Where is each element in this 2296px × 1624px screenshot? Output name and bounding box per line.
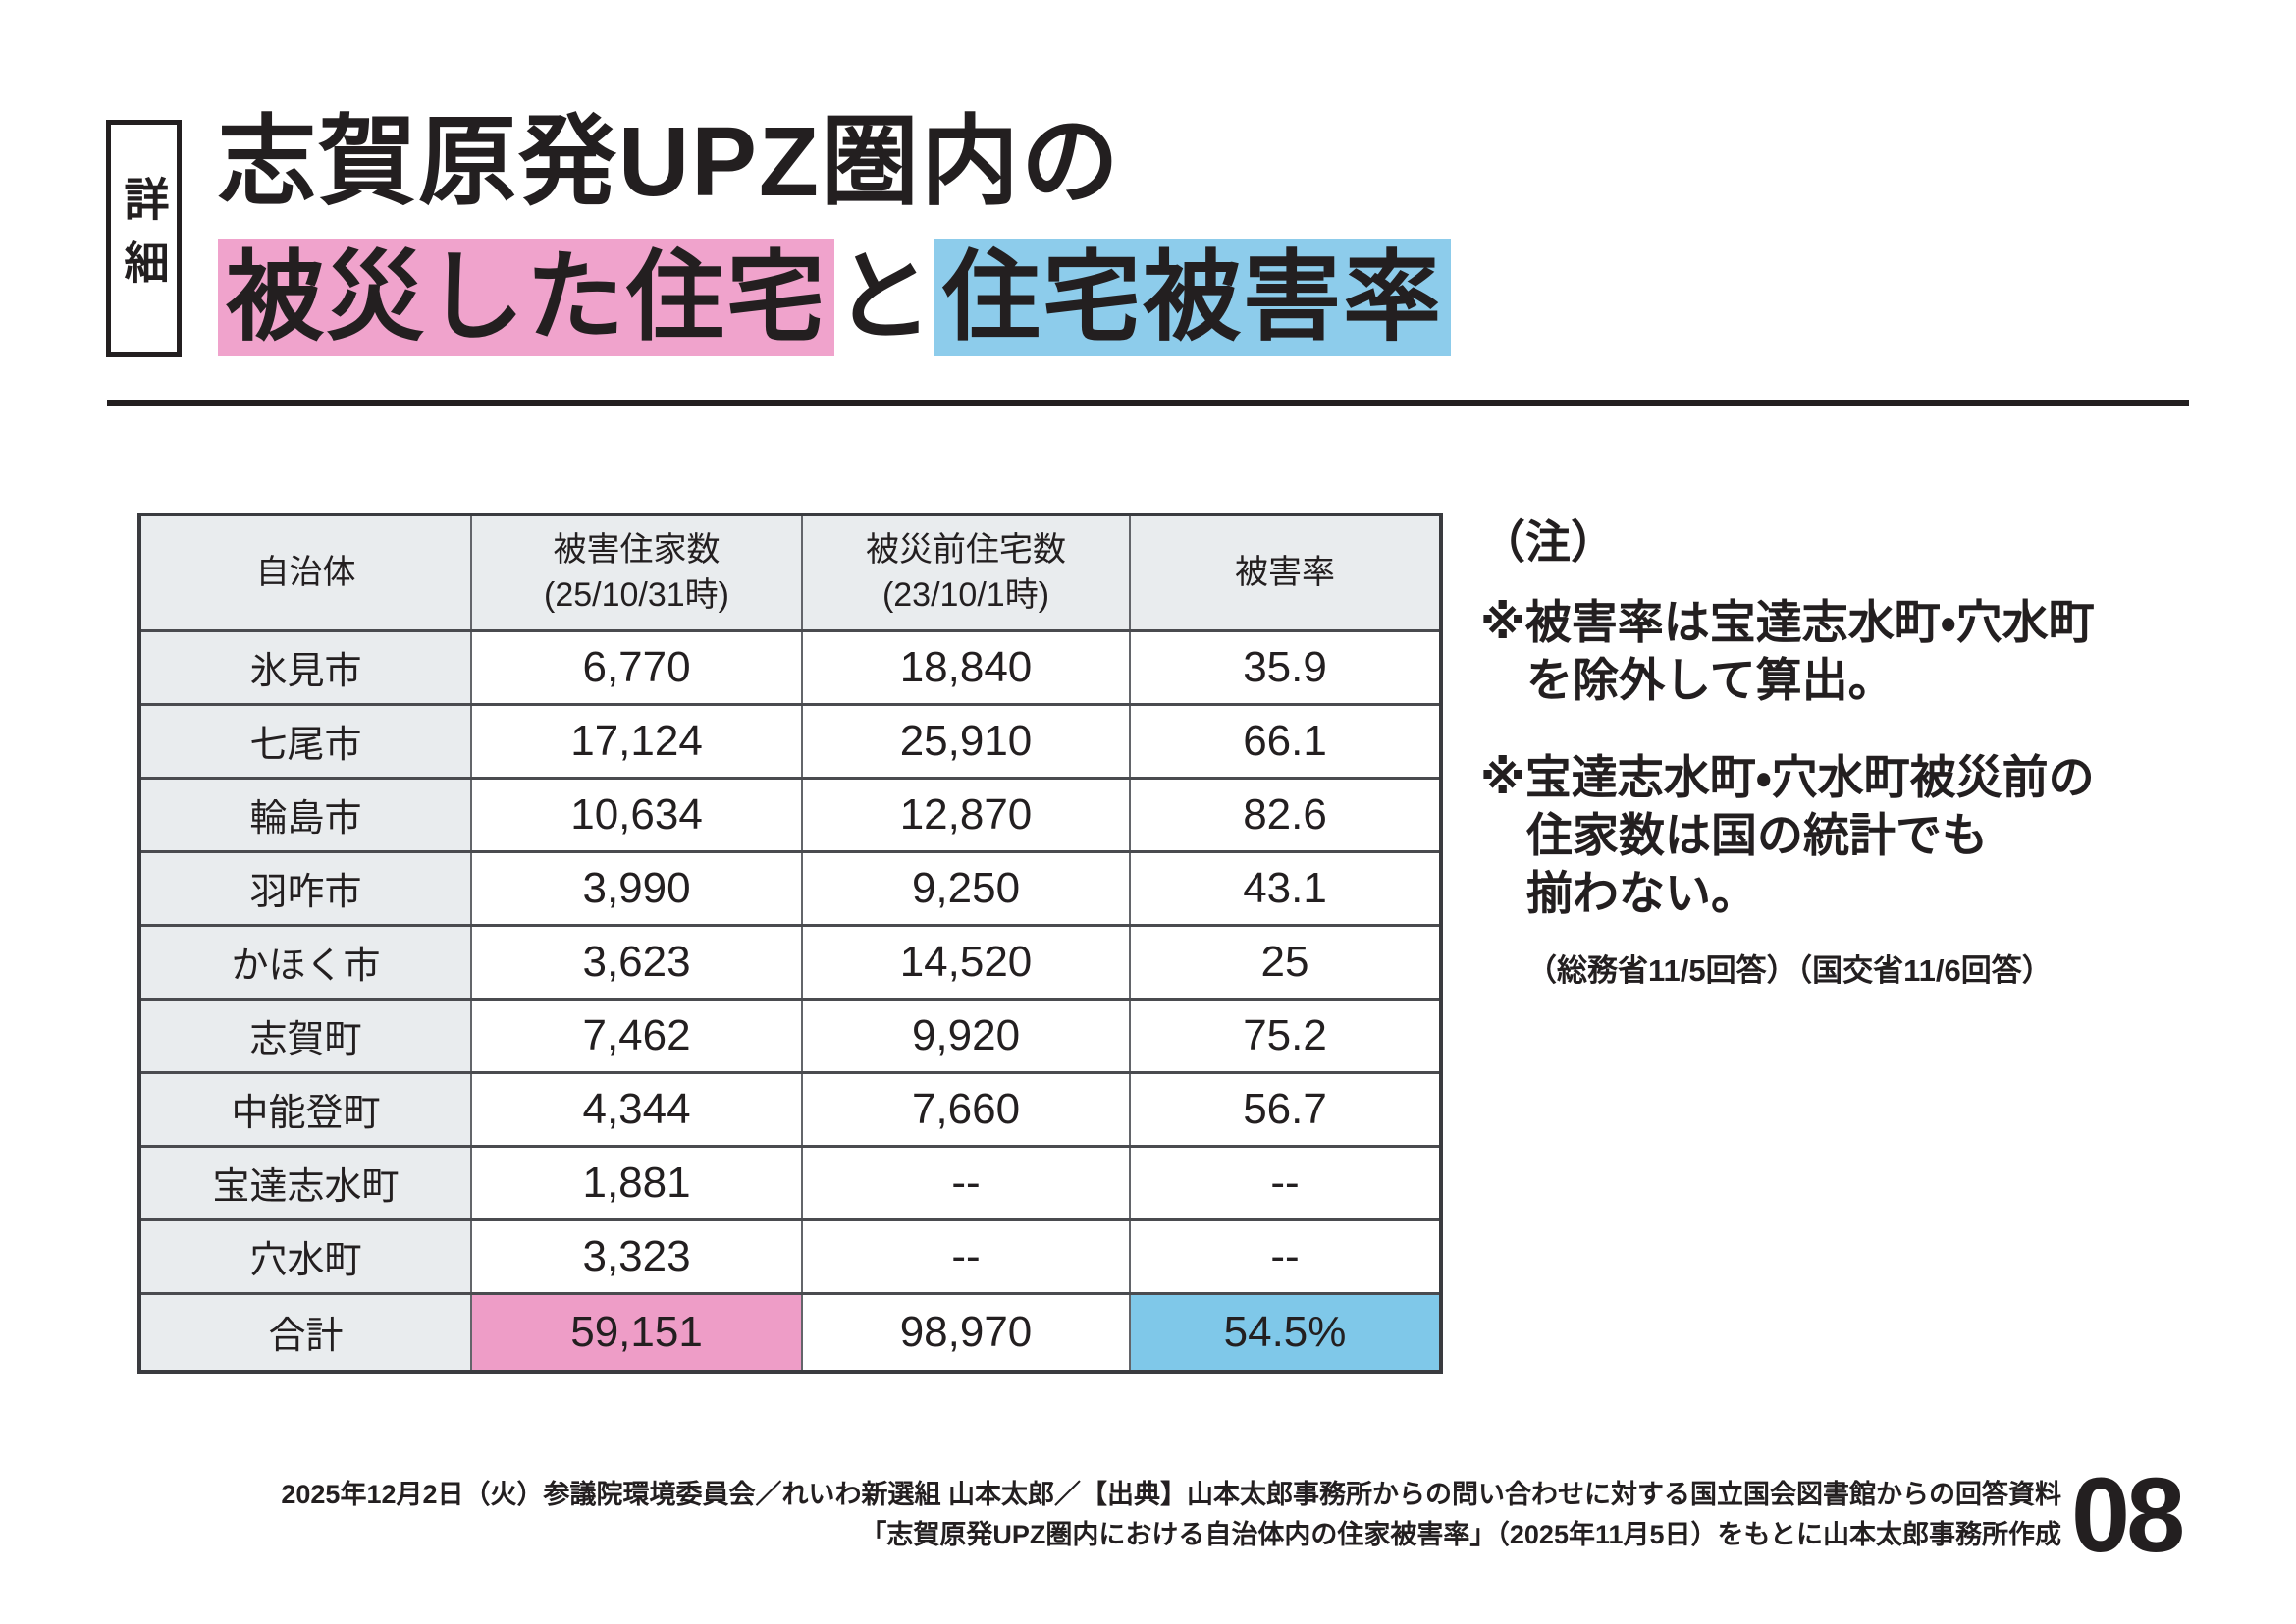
total-damage-rate: 54.5% xyxy=(1129,1291,1442,1374)
col-header-subtext: (23/10/1時) xyxy=(881,576,1050,615)
cell-damage-rate: 66.1 xyxy=(1129,702,1442,780)
title-highlight-blue: 住宅被害率 xyxy=(934,239,1451,356)
cell-damaged-count: 17,124 xyxy=(470,702,803,780)
cell-damage-rate: 56.7 xyxy=(1129,1070,1442,1148)
cell-damaged-count: 1,881 xyxy=(470,1144,803,1221)
cell-municipality: かほく市 xyxy=(137,923,473,1001)
col-header-subtext: (25/10/31時) xyxy=(544,576,730,615)
cell-damage-rate: 82.6 xyxy=(1129,776,1442,853)
cell-predisaster-count: -- xyxy=(800,1218,1132,1295)
cell-predisaster-count: 12,870 xyxy=(800,776,1132,853)
cell-municipality: 穴水町 xyxy=(137,1218,473,1295)
note-line: 住家数は国の統計でも xyxy=(1526,809,1988,861)
cell-damaged-count: 6,770 xyxy=(470,628,803,706)
cell-municipality: 宝達志水町 xyxy=(137,1144,473,1221)
table-row: 中能登町 4,344 7,660 56.7 xyxy=(137,1070,1442,1148)
table-header: 自治体 被害住家数 (25/10/31時) 被災前住宅数 (23/10/1時) … xyxy=(137,513,1442,632)
title-highlight-pink: 被災した住宅 xyxy=(218,239,834,356)
cell-predisaster-count: 18,840 xyxy=(800,628,1132,706)
cell-municipality: 七尾市 xyxy=(137,702,473,780)
col-header-text: 被害住家数 xyxy=(553,531,721,569)
table-row: 七尾市 17,124 25,910 66.1 xyxy=(137,702,1442,780)
total-row: 合計 59,151 98,970 54.5% xyxy=(137,1291,1442,1374)
cell-predisaster-count: -- xyxy=(800,1144,1132,1221)
note-1: ※被害率は宝達志水町・穴水町 を除外して算出。 xyxy=(1480,593,2275,709)
page-title-line2: 被災した住宅と住宅被害率 xyxy=(218,239,1451,356)
col-header-text: 自治体 xyxy=(255,554,356,592)
page-number: 08 xyxy=(2071,1455,2185,1574)
cell-damage-rate: -- xyxy=(1129,1218,1442,1295)
note-line: ※宝達志水町・穴水町被災前の xyxy=(1480,751,2095,803)
attribution-line2: 「志賀原発UPZ圏内における自治体内の住家被害率」（2025年11月5日）をもと… xyxy=(860,1520,2061,1549)
cell-damaged-count: 7,462 xyxy=(470,997,803,1074)
cell-damage-rate: 35.9 xyxy=(1129,628,1442,706)
cell-damaged-count: 3,623 xyxy=(470,923,803,1001)
cell-damage-rate: 25 xyxy=(1129,923,1442,1001)
title-divider-rule xyxy=(107,400,2189,406)
cell-damage-rate: -- xyxy=(1129,1144,1442,1221)
table-row: 羽咋市 3,990 9,250 43.1 xyxy=(137,849,1442,927)
cell-predisaster-count: 7,660 xyxy=(800,1070,1132,1148)
housing-damage-table: 自治体 被害住家数 (25/10/31時) 被災前住宅数 (23/10/1時) … xyxy=(137,513,1443,1374)
page-title-line1: 志賀原発UPZ圏内の xyxy=(218,107,1121,217)
source-attribution: 2025年12月2日（火）参議院環境委員会／れいわ新選組 山本太郎／【出典】山本… xyxy=(281,1475,2061,1555)
attribution-line1: 2025年12月2日（火）参議院環境委員会／れいわ新選組 山本太郎／【出典】山本… xyxy=(281,1480,2061,1509)
cell-damage-rate: 43.1 xyxy=(1129,849,1442,927)
cell-damage-rate: 75.2 xyxy=(1129,997,1442,1074)
cell-municipality: 輪島市 xyxy=(137,776,473,853)
table-footer: 合計 59,151 98,970 54.5% xyxy=(137,1291,1442,1374)
cell-municipality: 志賀町 xyxy=(137,997,473,1074)
note-line: を除外して算出。 xyxy=(1526,654,1895,706)
total-damaged-count: 59,151 xyxy=(470,1291,803,1374)
cell-municipality: 中能登町 xyxy=(137,1070,473,1148)
notes-heading: （注） xyxy=(1480,516,1616,568)
col-header-damage-rate: 被害率 xyxy=(1129,513,1442,632)
col-header-predisaster-count: 被災前住宅数 (23/10/1時) xyxy=(800,513,1132,632)
ministry-response-subnote: （総務省11/5回答）（国交省11/6回答） xyxy=(1526,953,2053,988)
table-row: 氷見市 6,770 18,840 35.9 xyxy=(137,628,1442,706)
cell-damaged-count: 3,323 xyxy=(470,1218,803,1295)
total-predisaster-count: 98,970 xyxy=(800,1291,1132,1374)
note-2: ※宝達志水町・穴水町被災前の 住家数は国の統計でも 揃わない。 xyxy=(1480,748,2275,922)
col-header-text: 被災前住宅数 xyxy=(865,531,1066,569)
cell-damaged-count: 4,344 xyxy=(470,1070,803,1148)
title-connector: と xyxy=(834,243,934,352)
cell-damaged-count: 10,634 xyxy=(470,776,803,853)
col-header-municipality: 自治体 xyxy=(137,513,473,632)
note-line: 揃わない。 xyxy=(1526,867,1757,919)
cell-municipality: 氷見市 xyxy=(137,628,473,706)
cell-damaged-count: 3,990 xyxy=(470,849,803,927)
note-line: ※被害率は宝達志水町・穴水町 xyxy=(1480,596,2095,648)
detail-tag-box: 詳細 xyxy=(106,120,182,357)
table-row: 輪島市 10,634 12,870 82.6 xyxy=(137,776,1442,853)
table-row: かほく市 3,623 14,520 25 xyxy=(137,923,1442,1001)
table-row: 穴水町 3,323 -- -- xyxy=(137,1218,1442,1295)
table-body: 氷見市 6,770 18,840 35.9 七尾市 17,124 25,910 66.1 輪島市… xyxy=(137,628,1442,1295)
total-label: 合計 xyxy=(137,1291,473,1374)
cell-predisaster-count: 9,920 xyxy=(800,997,1132,1074)
table-header-row: 自治体 被害住家数 (25/10/31時) 被災前住宅数 (23/10/1時) … xyxy=(137,513,1442,632)
col-header-text: 被害率 xyxy=(1235,554,1336,592)
cell-predisaster-count: 14,520 xyxy=(800,923,1132,1001)
table-row: 志賀町 7,462 9,920 75.2 xyxy=(137,997,1442,1074)
notes-panel: （注） ※被害率は宝達志水町・穴水町 を除外して算出。 ※宝達志水町・穴水町被災… xyxy=(1480,516,2275,990)
detail-tag-label: 詳細 xyxy=(118,176,170,301)
table-row: 宝達志水町 1,881 -- -- xyxy=(137,1144,1442,1221)
cell-predisaster-count: 9,250 xyxy=(800,849,1132,927)
cell-predisaster-count: 25,910 xyxy=(800,702,1132,780)
cell-municipality: 羽咋市 xyxy=(137,849,473,927)
col-header-damaged-count: 被害住家数 (25/10/31時) xyxy=(470,513,803,632)
